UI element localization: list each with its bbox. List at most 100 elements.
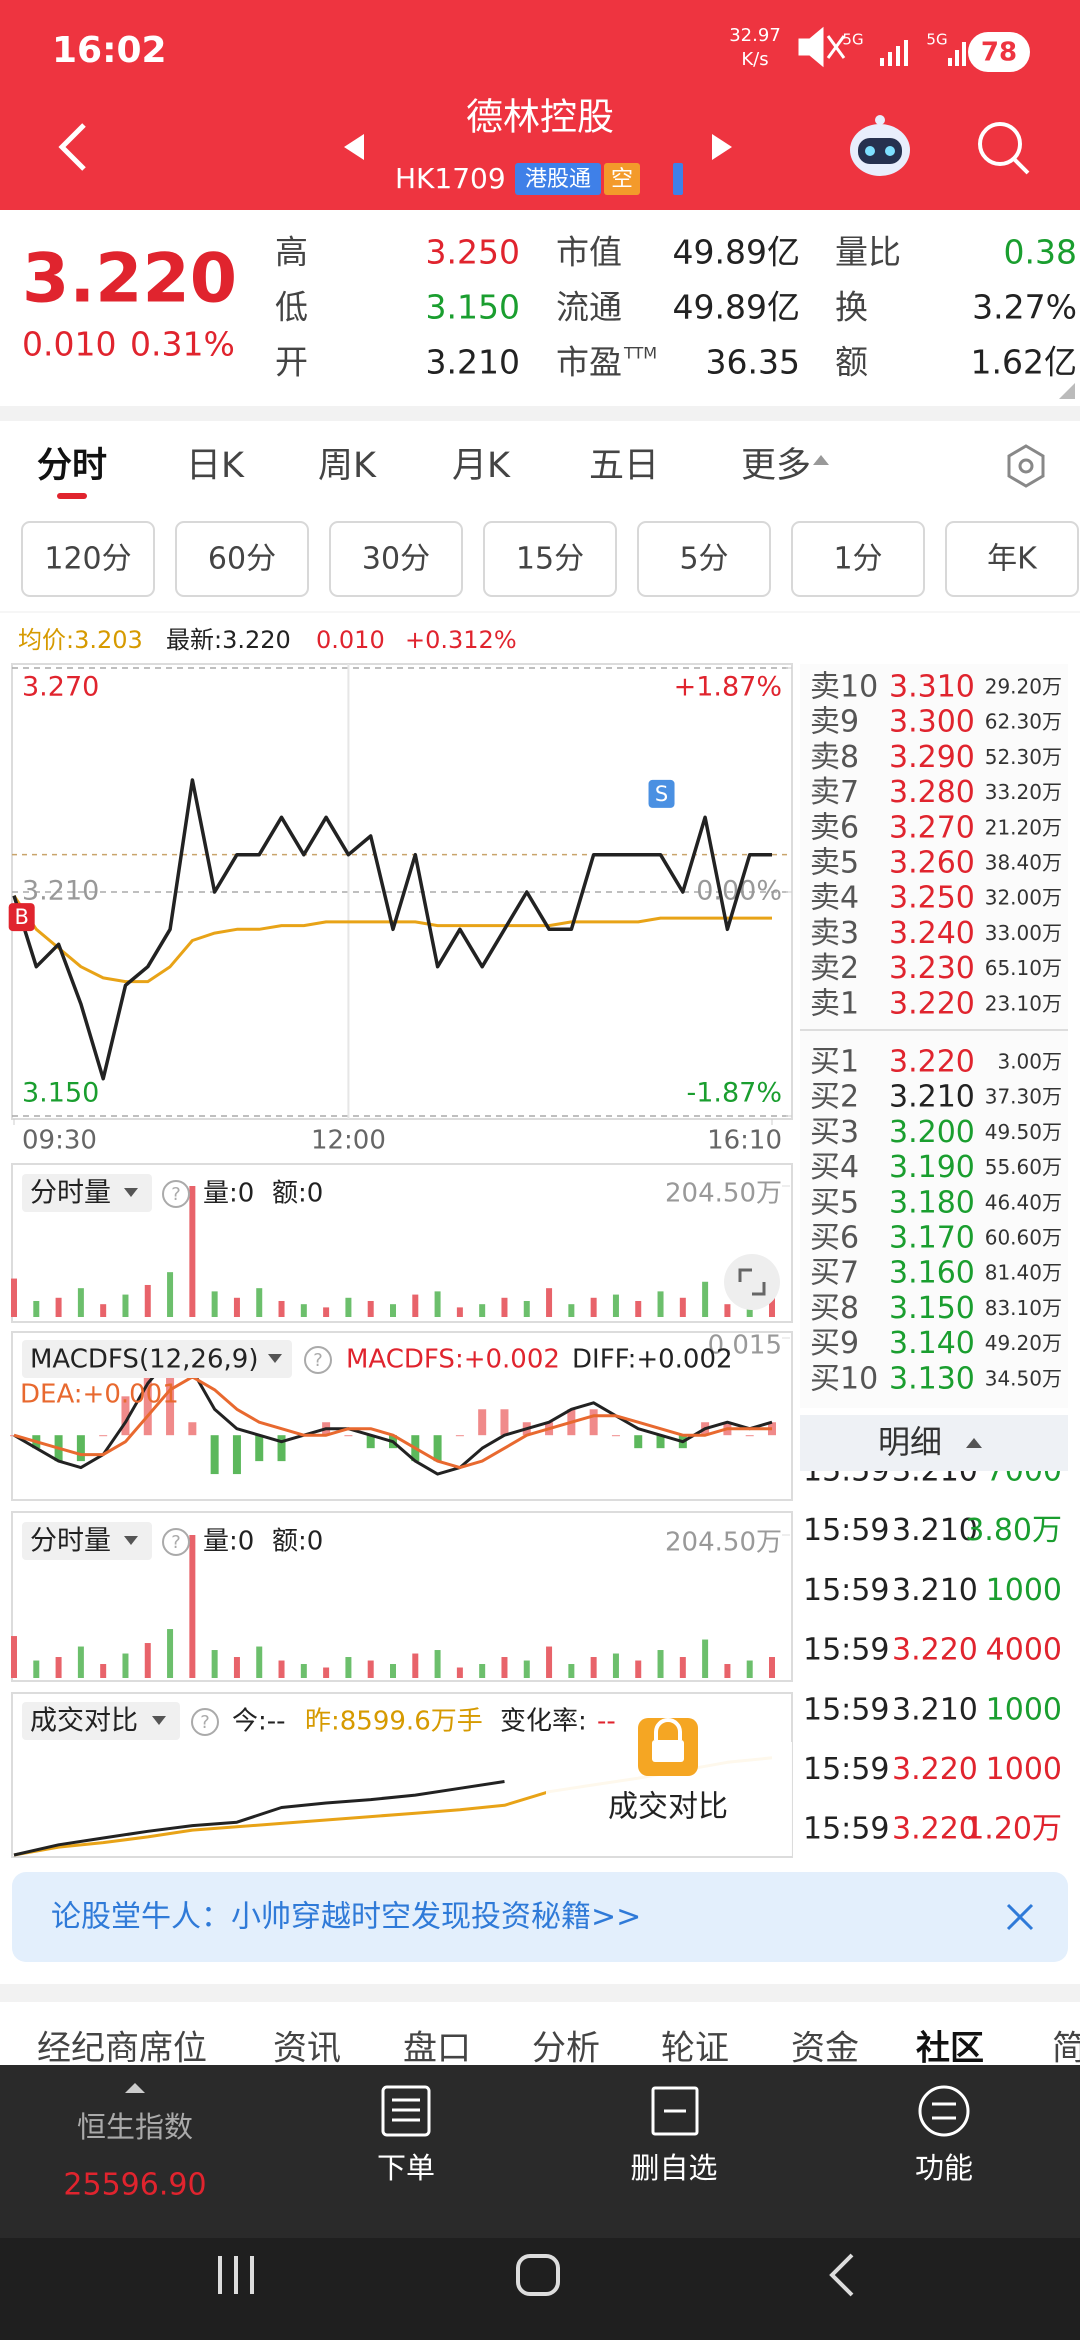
period-button[interactable] [175,521,309,597]
today-volume: 今:-- [232,1707,286,1737]
volume-bar [702,1281,709,1317]
nav-label[interactable]: 删自选 [630,2151,717,2185]
help-icon[interactable] [162,1180,190,1208]
period-button[interactable] [945,521,1079,597]
period-button[interactable] [329,521,463,597]
volume-bar [367,1300,374,1317]
help-icon[interactable] [191,1708,219,1736]
volume-bar [77,1646,84,1678]
detail-tab[interactable]: 经纪商席位 [37,2029,207,2069]
help-icon[interactable] [162,1528,190,1556]
book-label: 买6 [810,1221,859,1256]
book-label: 卖2 [810,951,859,986]
volume-bar [100,1304,107,1317]
volume-bar [635,1300,642,1317]
trades: 15:593.210700015:593.2103.80万15:593.2101… [803,1454,1062,1847]
active-underline [57,493,87,499]
period-button[interactable] [483,521,617,597]
macd-bar [143,1370,152,1436]
macd-bar [210,1435,219,1475]
detail-tab[interactable]: 轮证 [661,2029,729,2069]
banner-text[interactable]: 论股堂牛人：小帅穿越时空发现投资秘籍>> [51,1900,641,1935]
period-button[interactable] [637,521,771,597]
expand-corner[interactable] [1059,383,1075,399]
robot-icon[interactable] [850,115,910,176]
prev-stock[interactable] [344,134,364,160]
nav-label[interactable]: 功能 [915,2151,973,2185]
help-icon[interactable] [304,1346,332,1374]
panel-volume: 量:0 [203,1527,254,1557]
panel-tag[interactable] [22,1522,152,1560]
banner[interactable] [12,1872,1068,1962]
back-button[interactable] [58,123,86,171]
search-icon[interactable] [978,122,1030,175]
period-tab[interactable]: 分时 [37,446,107,486]
stat-value: 49.89亿 [673,233,800,272]
panel-title: 成交对比 [30,1706,138,1737]
volume-bar [345,1297,352,1317]
panel-tag[interactable] [22,1702,180,1740]
volume-bar [679,1657,686,1678]
index-name[interactable]: 恒生指数 [77,2110,193,2144]
settings-icon[interactable] [1007,444,1045,488]
period-tab[interactable]: 五日 [589,446,659,486]
trade-volume: 4000 [986,1633,1062,1668]
network-label: 5G [842,31,863,49]
detail-tab[interactable]: 资讯 [273,2029,341,2069]
net-unit: K/s [741,49,768,70]
book-price: 3.220 [889,986,975,1021]
panel-amount: 额:0 [272,1527,323,1557]
fullscreen-button[interactable] [724,1254,780,1310]
series-line [12,894,772,984]
detail-tab[interactable]: 社区 [916,2029,984,2069]
book-label: 卖7 [810,775,859,810]
book-price: 3.140 [889,1326,975,1361]
book-price: 3.180 [889,1185,975,1220]
change-rate-label: 变化率: [500,1707,587,1737]
nav-label[interactable]: 下单 [377,2151,435,2185]
period-button[interactable] [21,521,155,597]
trade-marker-label: S [655,782,668,806]
banner-close[interactable] [1006,1903,1034,1931]
period-tab[interactable]: 周K [318,446,377,486]
help-icon: ? [171,1184,181,1205]
volume-bar [77,1288,84,1317]
detail-tab[interactable]: 资金 [791,2029,859,2069]
stat-value: 1.62亿 [971,343,1077,382]
lock-icon [654,1718,682,1740]
book-volume: 34.50万 [985,1366,1062,1390]
back-nav-button[interactable] [829,2253,854,2297]
home-button[interactable] [516,2254,560,2296]
volume-bar [657,1650,664,1678]
separator [0,406,1080,421]
trade-time: 15:59 [803,1752,889,1787]
recents-button[interactable] [218,2256,254,2294]
volume-bar [122,1653,129,1678]
period-tab[interactable]: 更多 [741,446,811,486]
panel-tag[interactable] [22,1340,292,1378]
detail-tab[interactable]: 分析 [532,2029,600,2069]
detail-tab[interactable]: 盘口 [403,2029,471,2069]
macd-bar [166,1370,175,1436]
period-button[interactable] [791,521,925,597]
macd-bar [433,1435,442,1462]
dropdown-arrow [152,1716,166,1725]
panel-tag[interactable] [22,1174,152,1212]
next-stock[interactable] [712,134,732,160]
detail-tab[interactable]: 简 [1052,2029,1080,2069]
book-volume: 29.20万 [985,675,1062,699]
trades-header-bg[interactable] [800,1415,1068,1471]
book-price: 3.170 [889,1221,975,1256]
volume-bar [479,1304,486,1317]
period-tab[interactable]: 日K [186,446,245,486]
book-volume: 62.30万 [985,710,1062,734]
volume-bar [523,1300,530,1317]
period-tab[interactable]: 月K [452,446,511,486]
book-price: 3.280 [889,775,975,810]
volume-bar [233,1657,240,1678]
volume-bar [55,1297,62,1317]
macd-bar [589,1409,598,1436]
macd-bar [344,1435,353,1437]
dea-value: DEA:+0.001 [20,1380,179,1410]
y-tick-label: 3.150 [22,1078,99,1109]
